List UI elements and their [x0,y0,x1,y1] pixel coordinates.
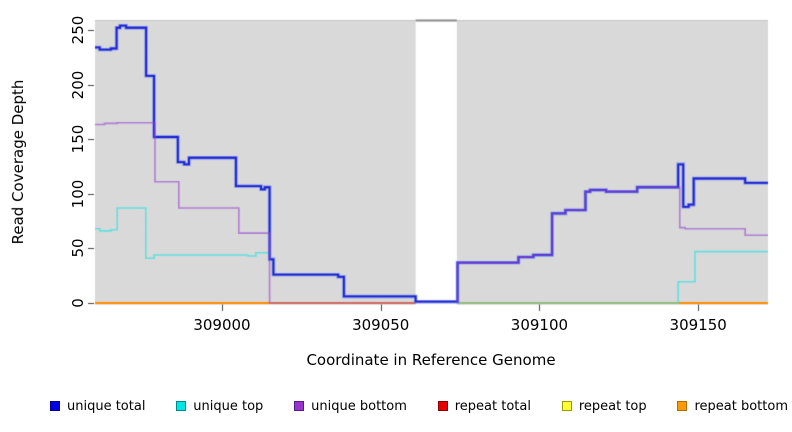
y-tick-label: 0 [69,298,87,308]
legend-item-unique-total: unique total [50,399,145,414]
x-tick-label: 309000 [193,316,251,334]
legend: unique total unique top unique bottom repea… [50,396,788,416]
y-tick-label: 50 [69,238,87,258]
x-tick-label: 309050 [352,316,410,334]
legend-item-unique-top: unique top [176,399,263,414]
legend-swatch [50,401,60,411]
x-axis-label: Coordinate in Reference Genome [306,351,556,369]
legend-swatch [561,401,572,411]
legend-item-repeat-bottom: repeat bottom [677,399,788,414]
legend-label: repeat bottom [694,398,788,414]
legend-label: unique top [193,398,264,414]
legend-item-repeat-total: repeat total [437,398,531,414]
legend-label: unique total [67,398,146,414]
legend-label: repeat total [454,398,531,414]
legend-swatch [294,401,305,411]
legend-swatch [176,401,187,411]
legend-item-repeat-top: repeat top [561,398,647,414]
legend-label: unique bottom [311,398,407,414]
legend-label: repeat top [578,398,647,414]
legend-swatch [437,401,448,411]
y-axis-label: Read Coverage Depth [9,79,27,245]
x-tick-label: 309100 [510,316,569,334]
y-tick-label: 250 [69,15,87,45]
legend-item-unique-bottom: unique bottom [294,399,407,414]
y-tick-label: 100 [69,179,87,209]
legend-swatch [677,401,688,411]
y-tick-label: 200 [69,70,87,99]
y-tick-label: 150 [69,124,87,154]
x-tick-label: 309150 [669,316,727,334]
